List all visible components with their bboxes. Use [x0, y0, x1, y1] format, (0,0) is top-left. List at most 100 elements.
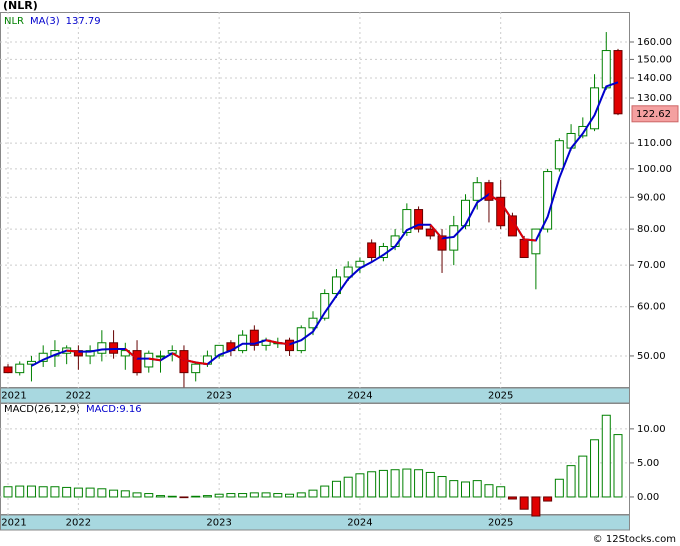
macd-bar	[390, 469, 400, 498]
macd-bar	[156, 495, 165, 498]
ma-down-segment	[124, 348, 138, 360]
ma-down-segment	[488, 193, 502, 204]
macd-bar	[308, 489, 318, 498]
macd-bar	[238, 493, 248, 498]
candle-body	[73, 350, 83, 357]
macd-bar	[331, 480, 341, 498]
macd-bar	[414, 469, 424, 498]
candle-body	[249, 329, 259, 346]
candle-body	[461, 199, 470, 227]
candle-body	[97, 342, 107, 354]
macd-bar	[15, 485, 25, 498]
macd-bar	[132, 492, 142, 498]
ma-down-segment	[171, 352, 185, 361]
macd-bar	[402, 468, 412, 498]
macd-bar	[3, 486, 13, 498]
candle-body	[613, 50, 623, 115]
ma-down-segment	[524, 238, 536, 242]
ma-down-segment	[148, 357, 161, 362]
macd-bar	[566, 465, 576, 498]
y-tick-label: 60.00	[637, 302, 666, 313]
y-tick-label: 130.00	[637, 93, 672, 104]
macd-bar	[425, 471, 435, 498]
y-tick-label: 0.00	[637, 492, 659, 503]
x-tick-label: 2022	[66, 391, 91, 402]
candle-body	[308, 317, 318, 329]
macd-bar	[367, 471, 377, 498]
last-price-label: 122.62	[636, 109, 671, 120]
macd-title: MACD(26,12,9)	[4, 404, 80, 415]
candle-body	[472, 182, 482, 201]
macd-bar	[296, 492, 306, 498]
macd-bar	[613, 434, 623, 498]
macd-bar	[320, 485, 330, 498]
macd-bar	[285, 493, 295, 498]
macd-bar	[73, 487, 83, 498]
y-tick-label: 80.00	[637, 224, 666, 235]
x-tick-label: 2021	[1, 518, 26, 529]
x-tick-label: 2023	[206, 518, 231, 529]
macd-bar	[179, 496, 189, 499]
y-tick-label: 10.00	[637, 424, 666, 435]
macd-bar	[437, 476, 447, 498]
candle-body	[590, 87, 600, 130]
candle-body	[191, 363, 201, 374]
candle-body	[414, 209, 424, 230]
candle-body	[331, 276, 341, 295]
macd-bar	[109, 489, 119, 498]
candle-body	[367, 242, 377, 259]
x-axis-band	[0, 514, 630, 531]
x-tick-label: 2024	[347, 391, 372, 402]
y-tick-label: 110.00	[637, 138, 672, 149]
ma-down-segment	[429, 224, 443, 239]
macd-bar	[590, 439, 600, 498]
macd-bar	[26, 485, 36, 498]
candle-body	[578, 125, 588, 137]
macd-bar	[519, 496, 529, 510]
x-tick-label: 2024	[347, 518, 372, 529]
macd-bar	[273, 493, 283, 498]
legend-item: NLR	[4, 16, 24, 27]
candle-body	[437, 235, 447, 251]
candle-body	[156, 355, 165, 358]
macd-bar	[554, 478, 564, 498]
candle-body	[601, 50, 611, 89]
macd-bar	[355, 473, 365, 498]
macd-bar	[97, 488, 107, 498]
candle-body	[496, 196, 506, 227]
macd-bar	[167, 495, 177, 498]
macd-legend: MACD(26,12,9) MACD:9.16	[4, 404, 142, 415]
macd-bar	[226, 493, 236, 498]
y-tick-label: 5.00	[637, 458, 659, 469]
macd-bar	[85, 487, 95, 498]
candle-body	[554, 140, 564, 170]
candle-body	[355, 260, 365, 268]
ma-down-segment	[265, 339, 279, 344]
macd-bar	[202, 495, 212, 498]
x-tick-label: 2025	[488, 391, 513, 402]
macd-bar	[261, 492, 271, 498]
candle-body	[15, 363, 25, 374]
macd-bar	[62, 486, 72, 498]
y-tick-label: 70.00	[637, 260, 666, 271]
candle-body	[425, 228, 435, 237]
macd-bar	[191, 495, 201, 498]
macd-bar	[507, 496, 517, 500]
candle-body	[343, 266, 353, 278]
chart-title: (NLR)	[3, 0, 38, 12]
candle-body	[132, 350, 142, 374]
macd-bar	[578, 455, 588, 498]
macd-value: 9.16	[119, 404, 141, 415]
macd-bar	[120, 490, 130, 498]
candle-body	[285, 339, 295, 352]
last-price-box	[631, 105, 679, 123]
ma-down-segment	[183, 358, 196, 364]
ma-down-segment	[499, 201, 514, 221]
macd-bar	[249, 492, 259, 498]
candle-body	[85, 350, 95, 357]
watermark: © 12Stocks.com	[593, 534, 676, 545]
macd-bar	[496, 486, 506, 498]
y-tick-label: 160.00	[637, 37, 672, 48]
legend-item: MA(3)	[30, 16, 60, 27]
